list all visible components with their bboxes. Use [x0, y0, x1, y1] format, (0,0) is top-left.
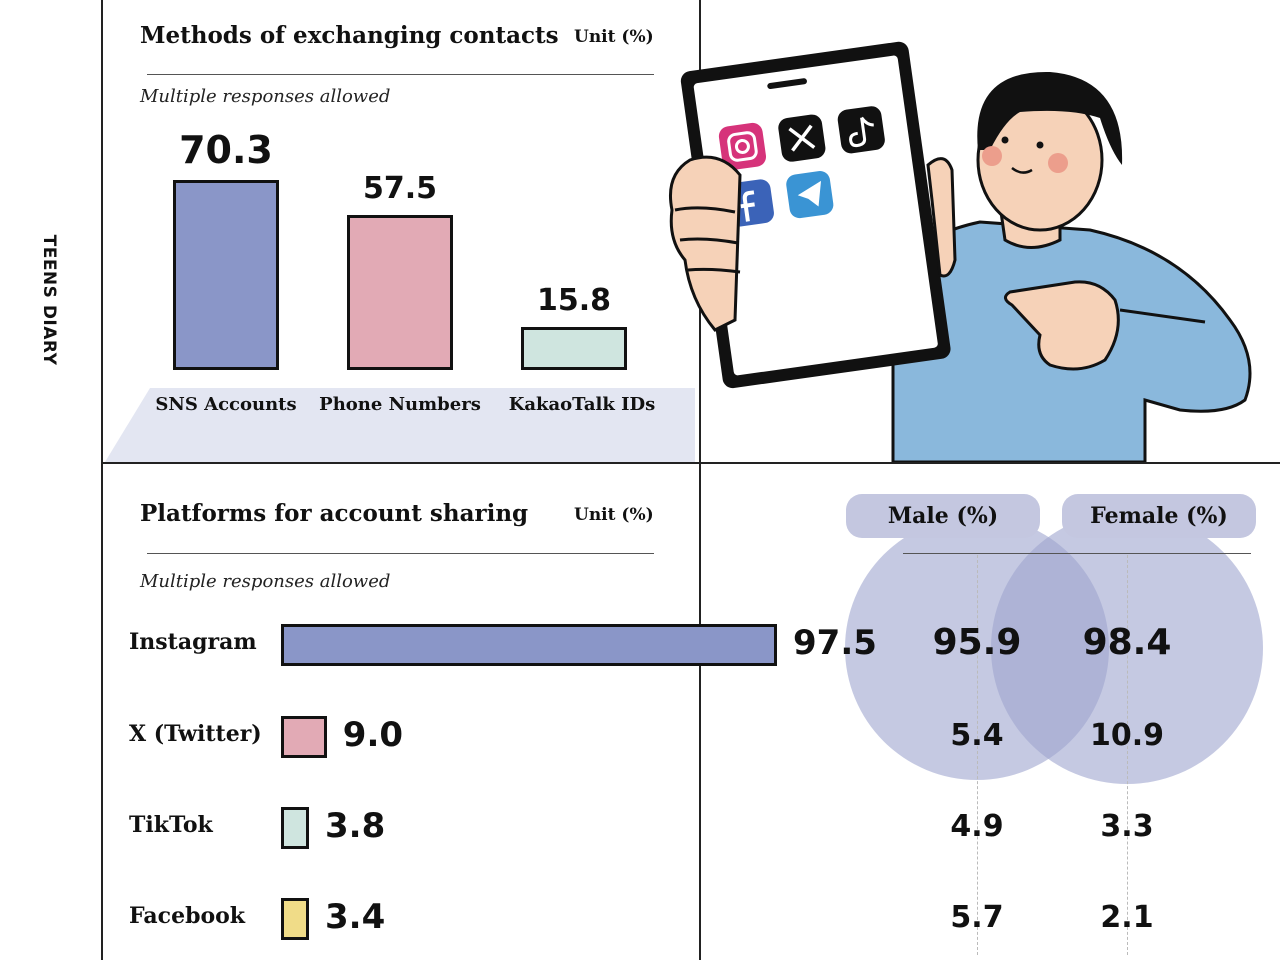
- vertical-bar-value: 57.5: [362, 170, 438, 206]
- holding-hand: [669, 155, 742, 332]
- female-value: 3.3: [1100, 809, 1154, 844]
- male-guide-line: [977, 555, 978, 955]
- horizontal-bar-value: 3.8: [325, 806, 386, 846]
- eye-right: [1036, 141, 1044, 149]
- male-value: 4.9: [950, 809, 1004, 844]
- female-value: 98.4: [1082, 622, 1172, 663]
- tiktok-icon: [837, 106, 885, 154]
- female-value: 10.9: [1089, 718, 1165, 753]
- horizontal-bar: [281, 807, 309, 849]
- bottom-chart-title: Platforms for account sharing: [140, 500, 529, 527]
- bottom-chart-rule: [147, 553, 654, 554]
- horizontal-bar-value: 3.4: [325, 897, 386, 937]
- platform-label: Instagram: [129, 629, 257, 655]
- top-chart-rule: [147, 74, 654, 75]
- vertical-bar-value: 15.8: [536, 283, 612, 319]
- top-chart-unit: Unit (%): [574, 27, 654, 47]
- ground-shape: [105, 388, 695, 462]
- bottom-chart-note: Multiple responses allowed: [140, 571, 391, 592]
- male-header: Male (%): [846, 494, 1040, 538]
- eye-left: [1001, 136, 1009, 144]
- category-label: KakaoTalk IDs: [508, 394, 656, 415]
- telegram-icon: [786, 171, 834, 219]
- platform-label: X (Twitter): [129, 721, 262, 747]
- category-label: SNS Accounts: [155, 394, 297, 415]
- platform-label: Facebook: [129, 903, 246, 929]
- pointing-hand: [1004, 280, 1120, 371]
- male-value: 5.7: [950, 900, 1004, 935]
- male-value: 95.9: [932, 622, 1022, 663]
- horizontal-bar-value: 97.5: [793, 623, 877, 663]
- gender-header-rule: [903, 553, 1251, 554]
- middle-divider-line: [101, 462, 1280, 464]
- cheek-left: [982, 146, 1002, 166]
- center-divider-line: [699, 0, 701, 960]
- hair: [977, 71, 1123, 165]
- illustration: [669, 41, 1252, 462]
- x-icon: [778, 114, 826, 162]
- tablet: [680, 41, 951, 389]
- left-border-line: [101, 0, 103, 960]
- horizontal-bar: [281, 898, 309, 940]
- female-guide-line: [1127, 555, 1128, 955]
- platform-label: TikTok: [129, 812, 213, 838]
- category-label: Phone Numbers: [319, 394, 481, 415]
- top-chart-title: Methods of exchanging contacts: [140, 22, 559, 49]
- cheek-right: [1048, 153, 1068, 173]
- top-chart-note: Multiple responses allowed: [140, 86, 391, 107]
- horizontal-bar: [281, 716, 327, 758]
- vertical-bar: [347, 214, 453, 370]
- vertical-bar: [173, 180, 279, 370]
- horizontal-bar: [281, 624, 777, 666]
- female-value: 2.1: [1100, 900, 1154, 935]
- horizontal-bar-value: 9.0: [342, 715, 404, 755]
- mouth: [1011, 166, 1033, 174]
- male-value: 5.4: [950, 718, 1004, 753]
- female-header: Female (%): [1062, 494, 1256, 538]
- bottom-chart-unit: Unit (%): [574, 505, 654, 525]
- gripping-hand: [926, 157, 957, 278]
- instagram-icon: [718, 122, 767, 171]
- vertical-bar-value: 70.3: [179, 128, 273, 172]
- vertical-bar: [521, 327, 627, 370]
